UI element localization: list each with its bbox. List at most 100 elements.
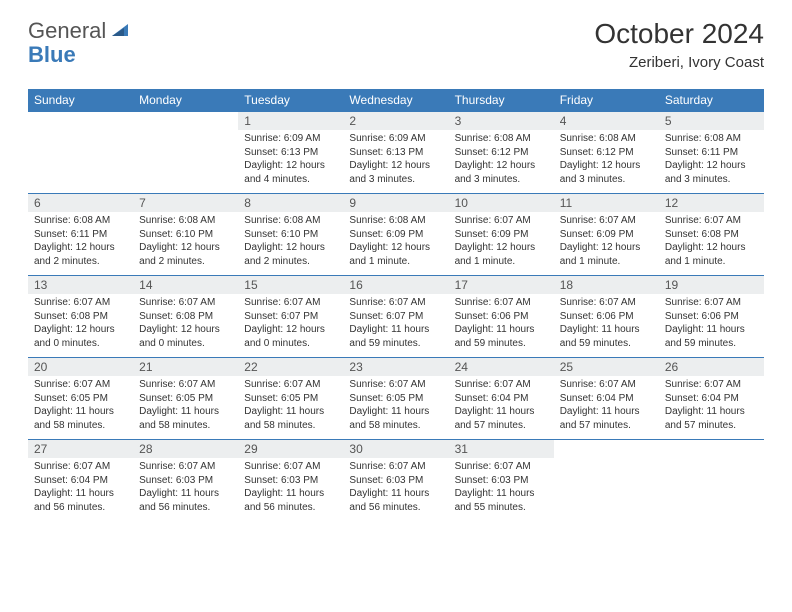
day-details: Sunrise: 6:08 AMSunset: 6:10 PMDaylight:… <box>238 212 343 272</box>
day-number: 15 <box>238 276 343 294</box>
calendar-head: SundayMondayTuesdayWednesdayThursdayFrid… <box>28 89 764 112</box>
day-details: Sunrise: 6:07 AMSunset: 6:04 PMDaylight:… <box>554 376 659 436</box>
day-number: 26 <box>659 358 764 376</box>
day-details: Sunrise: 6:07 AMSunset: 6:04 PMDaylight:… <box>449 376 554 436</box>
calendar-cell: 26Sunrise: 6:07 AMSunset: 6:04 PMDayligh… <box>659 358 764 440</box>
day-header: Saturday <box>659 89 764 112</box>
location: Zeriberi, Ivory Coast <box>594 54 764 71</box>
month-title: October 2024 <box>594 18 764 50</box>
calendar-cell: 7Sunrise: 6:08 AMSunset: 6:10 PMDaylight… <box>133 194 238 276</box>
calendar-row: 6Sunrise: 6:08 AMSunset: 6:11 PMDaylight… <box>28 194 764 276</box>
day-number: 21 <box>133 358 238 376</box>
day-header: Wednesday <box>343 89 448 112</box>
day-number: 22 <box>238 358 343 376</box>
day-header: Friday <box>554 89 659 112</box>
day-number: 25 <box>554 358 659 376</box>
day-number: 29 <box>238 440 343 458</box>
day-number: 8 <box>238 194 343 212</box>
calendar-row: 20Sunrise: 6:07 AMSunset: 6:05 PMDayligh… <box>28 358 764 440</box>
day-details: Sunrise: 6:07 AMSunset: 6:03 PMDaylight:… <box>343 458 448 518</box>
day-details: Sunrise: 6:07 AMSunset: 6:08 PMDaylight:… <box>28 294 133 354</box>
logo-text-general: General <box>28 18 106 44</box>
day-details: Sunrise: 6:07 AMSunset: 6:07 PMDaylight:… <box>238 294 343 354</box>
header: General October 2024 Zeriberi, Ivory Coa… <box>28 18 764 71</box>
day-number: 4 <box>554 112 659 130</box>
calendar-cell: 28Sunrise: 6:07 AMSunset: 6:03 PMDayligh… <box>133 440 238 522</box>
calendar-cell: 16Sunrise: 6:07 AMSunset: 6:07 PMDayligh… <box>343 276 448 358</box>
calendar-cell: 20Sunrise: 6:07 AMSunset: 6:05 PMDayligh… <box>28 358 133 440</box>
day-details: Sunrise: 6:07 AMSunset: 6:06 PMDaylight:… <box>659 294 764 354</box>
calendar-cell: 27Sunrise: 6:07 AMSunset: 6:04 PMDayligh… <box>28 440 133 522</box>
day-details: Sunrise: 6:08 AMSunset: 6:10 PMDaylight:… <box>133 212 238 272</box>
day-details: Sunrise: 6:07 AMSunset: 6:05 PMDaylight:… <box>133 376 238 436</box>
calendar-cell: 18Sunrise: 6:07 AMSunset: 6:06 PMDayligh… <box>554 276 659 358</box>
calendar-cell: 23Sunrise: 6:07 AMSunset: 6:05 PMDayligh… <box>343 358 448 440</box>
calendar-cell: 14Sunrise: 6:07 AMSunset: 6:08 PMDayligh… <box>133 276 238 358</box>
day-number: 28 <box>133 440 238 458</box>
day-details: Sunrise: 6:08 AMSunset: 6:09 PMDaylight:… <box>343 212 448 272</box>
day-details: Sunrise: 6:07 AMSunset: 6:03 PMDaylight:… <box>238 458 343 518</box>
day-details: Sunrise: 6:07 AMSunset: 6:04 PMDaylight:… <box>28 458 133 518</box>
calendar-cell: 3Sunrise: 6:08 AMSunset: 6:12 PMDaylight… <box>449 112 554 194</box>
day-details: Sunrise: 6:07 AMSunset: 6:09 PMDaylight:… <box>554 212 659 272</box>
day-details: Sunrise: 6:07 AMSunset: 6:06 PMDaylight:… <box>554 294 659 354</box>
day-number: 2 <box>343 112 448 130</box>
day-number: 5 <box>659 112 764 130</box>
day-number: 9 <box>343 194 448 212</box>
day-header: Monday <box>133 89 238 112</box>
calendar-cell: 30Sunrise: 6:07 AMSunset: 6:03 PMDayligh… <box>343 440 448 522</box>
calendar-cell: 25Sunrise: 6:07 AMSunset: 6:04 PMDayligh… <box>554 358 659 440</box>
calendar-cell: 19Sunrise: 6:07 AMSunset: 6:06 PMDayligh… <box>659 276 764 358</box>
calendar-cell: 13Sunrise: 6:07 AMSunset: 6:08 PMDayligh… <box>28 276 133 358</box>
day-number: 17 <box>449 276 554 294</box>
logo-text-blue: Blue <box>28 42 76 67</box>
day-number: 11 <box>554 194 659 212</box>
calendar-cell: 9Sunrise: 6:08 AMSunset: 6:09 PMDaylight… <box>343 194 448 276</box>
day-details: Sunrise: 6:07 AMSunset: 6:05 PMDaylight:… <box>28 376 133 436</box>
day-details: Sunrise: 6:07 AMSunset: 6:05 PMDaylight:… <box>343 376 448 436</box>
day-details: Sunrise: 6:07 AMSunset: 6:03 PMDaylight:… <box>449 458 554 518</box>
calendar-cell: 5Sunrise: 6:08 AMSunset: 6:11 PMDaylight… <box>659 112 764 194</box>
day-details: Sunrise: 6:07 AMSunset: 6:06 PMDaylight:… <box>449 294 554 354</box>
day-header: Thursday <box>449 89 554 112</box>
day-details: Sunrise: 6:08 AMSunset: 6:11 PMDaylight:… <box>28 212 133 272</box>
logo-sail-icon <box>110 20 130 43</box>
calendar-cell: 21Sunrise: 6:07 AMSunset: 6:05 PMDayligh… <box>133 358 238 440</box>
day-details: Sunrise: 6:08 AMSunset: 6:11 PMDaylight:… <box>659 130 764 190</box>
calendar-cell <box>659 440 764 522</box>
day-number: 23 <box>343 358 448 376</box>
calendar-body: 1Sunrise: 6:09 AMSunset: 6:13 PMDaylight… <box>28 112 764 522</box>
day-details: Sunrise: 6:07 AMSunset: 6:07 PMDaylight:… <box>343 294 448 354</box>
day-number: 31 <box>449 440 554 458</box>
logo: General <box>28 18 132 44</box>
calendar-cell: 8Sunrise: 6:08 AMSunset: 6:10 PMDaylight… <box>238 194 343 276</box>
day-number: 27 <box>28 440 133 458</box>
day-number: 12 <box>659 194 764 212</box>
title-block: October 2024 Zeriberi, Ivory Coast <box>594 18 764 71</box>
day-number: 14 <box>133 276 238 294</box>
day-number: 24 <box>449 358 554 376</box>
day-number: 19 <box>659 276 764 294</box>
calendar-table: SundayMondayTuesdayWednesdayThursdayFrid… <box>28 89 764 522</box>
day-number: 3 <box>449 112 554 130</box>
calendar-cell: 6Sunrise: 6:08 AMSunset: 6:11 PMDaylight… <box>28 194 133 276</box>
day-number: 6 <box>28 194 133 212</box>
day-details: Sunrise: 6:08 AMSunset: 6:12 PMDaylight:… <box>554 130 659 190</box>
day-number: 13 <box>28 276 133 294</box>
day-number: 1 <box>238 112 343 130</box>
day-details: Sunrise: 6:07 AMSunset: 6:09 PMDaylight:… <box>449 212 554 272</box>
calendar-row: 13Sunrise: 6:07 AMSunset: 6:08 PMDayligh… <box>28 276 764 358</box>
day-details: Sunrise: 6:07 AMSunset: 6:04 PMDaylight:… <box>659 376 764 436</box>
calendar-cell: 24Sunrise: 6:07 AMSunset: 6:04 PMDayligh… <box>449 358 554 440</box>
day-number: 20 <box>28 358 133 376</box>
calendar-cell: 1Sunrise: 6:09 AMSunset: 6:13 PMDaylight… <box>238 112 343 194</box>
calendar-cell: 10Sunrise: 6:07 AMSunset: 6:09 PMDayligh… <box>449 194 554 276</box>
day-details: Sunrise: 6:07 AMSunset: 6:03 PMDaylight:… <box>133 458 238 518</box>
calendar-cell: 12Sunrise: 6:07 AMSunset: 6:08 PMDayligh… <box>659 194 764 276</box>
calendar-cell: 2Sunrise: 6:09 AMSunset: 6:13 PMDaylight… <box>343 112 448 194</box>
calendar-cell: 4Sunrise: 6:08 AMSunset: 6:12 PMDaylight… <box>554 112 659 194</box>
calendar-cell <box>554 440 659 522</box>
calendar-cell: 31Sunrise: 6:07 AMSunset: 6:03 PMDayligh… <box>449 440 554 522</box>
day-number: 10 <box>449 194 554 212</box>
calendar-cell <box>133 112 238 194</box>
